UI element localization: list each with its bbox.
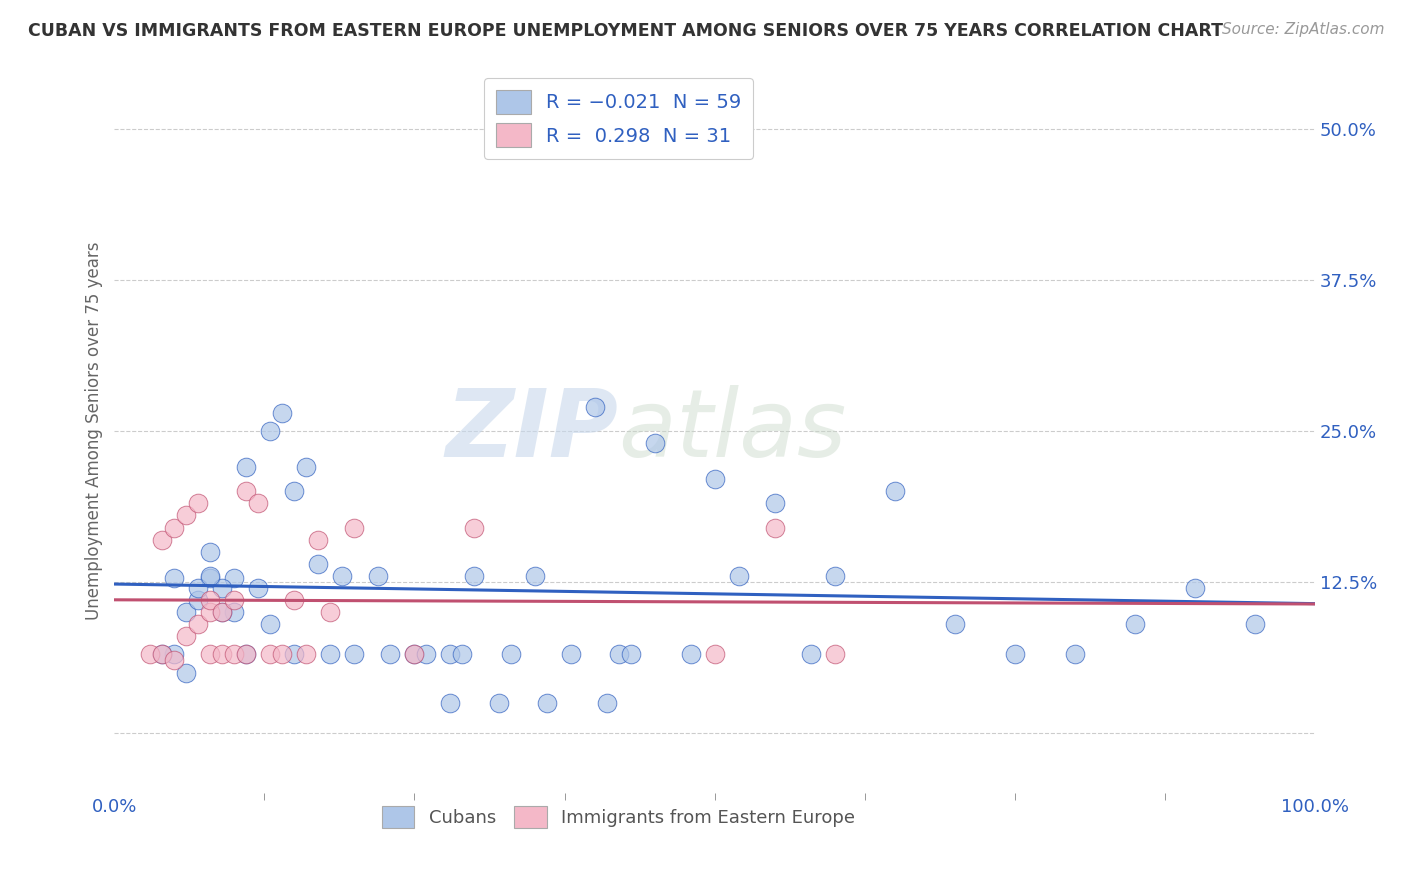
Point (176, 508, 198, 523)
Point (235, 648, 257, 662)
Point (247, 581, 270, 595)
Point (763, 520, 786, 534)
Point (343, 520, 366, 534)
Point (211, 605, 233, 619)
Point (176, 605, 198, 619)
Point (259, 648, 281, 662)
Point (176, 629, 198, 643)
Point (703, 472, 725, 486)
Point (224, 605, 246, 619)
Point (332, 569, 354, 583)
Point (187, 617, 209, 632)
Point (176, 665, 198, 680)
Point (763, 496, 786, 510)
Point (595, 696, 617, 710)
Point (271, 648, 294, 662)
Point (211, 648, 233, 662)
Point (607, 648, 630, 662)
Point (211, 605, 233, 619)
Point (583, 400, 606, 414)
Point (439, 696, 461, 710)
Point (439, 648, 461, 662)
Point (224, 571, 246, 585)
Point (295, 460, 318, 475)
Point (224, 648, 246, 662)
Point (703, 648, 725, 662)
Point (163, 571, 186, 585)
Point (163, 520, 186, 534)
Point (271, 406, 294, 420)
Point (259, 424, 281, 438)
Point (319, 648, 342, 662)
Point (283, 593, 305, 607)
Point (200, 593, 222, 607)
Legend: Cubans, Immigrants from Eastern Europe: Cubans, Immigrants from Eastern Europe (375, 798, 862, 835)
Point (283, 484, 305, 499)
Point (488, 696, 510, 710)
Point (644, 436, 666, 450)
Point (380, 648, 402, 662)
Point (488, 128, 510, 142)
Point (200, 569, 222, 583)
Point (523, 569, 546, 583)
Point (163, 653, 186, 667)
Point (679, 648, 702, 662)
Text: ZIP: ZIP (446, 385, 619, 477)
Point (404, 648, 426, 662)
Point (451, 648, 474, 662)
Point (200, 648, 222, 662)
Point (235, 460, 257, 475)
Point (463, 520, 485, 534)
Point (415, 648, 437, 662)
Point (200, 545, 222, 559)
Text: Source: ZipAtlas.com: Source: ZipAtlas.com (1222, 22, 1385, 37)
Point (139, 648, 162, 662)
Point (235, 484, 257, 499)
Point (163, 648, 186, 662)
Point (343, 648, 366, 662)
Point (319, 605, 342, 619)
Point (1243, 617, 1265, 632)
Point (1063, 648, 1085, 662)
Point (152, 648, 174, 662)
Text: CUBAN VS IMMIGRANTS FROM EASTERN EUROPE UNEMPLOYMENT AMONG SENIORS OVER 75 YEARS: CUBAN VS IMMIGRANTS FROM EASTERN EUROPE … (28, 22, 1223, 40)
Point (1123, 617, 1146, 632)
Y-axis label: Unemployment Among Seniors over 75 years: Unemployment Among Seniors over 75 years (86, 242, 103, 620)
Point (463, 569, 485, 583)
Point (200, 571, 222, 585)
Point (943, 617, 966, 632)
Point (824, 569, 846, 583)
Point (308, 557, 330, 571)
Point (259, 617, 281, 632)
Point (1004, 648, 1026, 662)
Point (619, 648, 641, 662)
Point (367, 569, 389, 583)
Point (404, 648, 426, 662)
Point (152, 648, 174, 662)
Point (224, 593, 246, 607)
Point (283, 648, 305, 662)
Point (536, 696, 558, 710)
Point (727, 569, 749, 583)
Point (824, 648, 846, 662)
Point (200, 605, 222, 619)
Point (560, 648, 582, 662)
Point (499, 648, 522, 662)
Point (211, 581, 233, 595)
Point (800, 648, 823, 662)
Point (187, 593, 209, 607)
Point (152, 533, 174, 547)
Point (295, 648, 318, 662)
Point (187, 581, 209, 595)
Text: atlas: atlas (619, 385, 846, 476)
Point (883, 484, 905, 499)
Point (308, 533, 330, 547)
Point (1184, 581, 1206, 595)
Point (235, 648, 257, 662)
Point (187, 496, 209, 510)
Point (247, 496, 270, 510)
